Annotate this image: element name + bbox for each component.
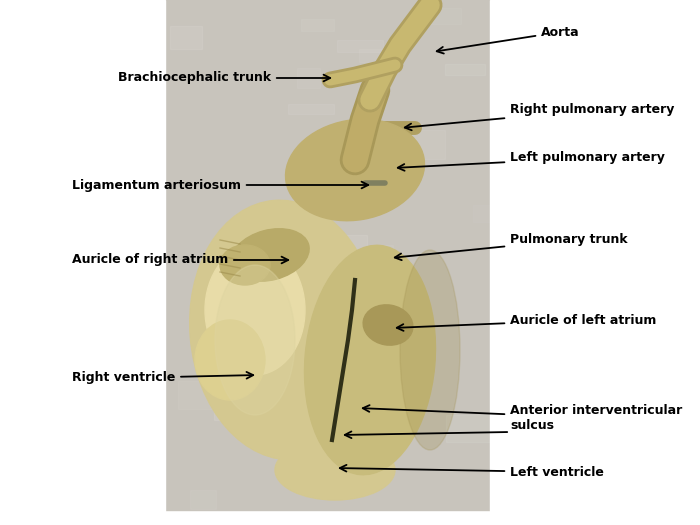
Ellipse shape (363, 305, 413, 345)
Ellipse shape (275, 440, 395, 500)
Ellipse shape (304, 245, 435, 475)
Ellipse shape (215, 265, 295, 415)
Bar (171, 495, 205, 514)
Bar (258, 131, 318, 149)
Text: Brachiocephalic trunk: Brachiocephalic trunk (118, 71, 330, 85)
Ellipse shape (286, 119, 424, 220)
Bar (212, 416, 264, 436)
Bar (444, 404, 485, 415)
Bar (176, 266, 231, 287)
Bar (187, 257, 229, 269)
Text: Left pulmonary artery: Left pulmonary artery (398, 152, 665, 171)
Text: Left ventricle: Left ventricle (340, 465, 604, 478)
Bar (169, 265, 225, 286)
Ellipse shape (220, 245, 270, 285)
Text: Ligamentum arteriosum: Ligamentum arteriosum (72, 178, 368, 192)
Bar (375, 221, 414, 239)
Ellipse shape (400, 250, 460, 450)
Bar (308, 447, 356, 459)
Text: Pulmonary trunk: Pulmonary trunk (395, 234, 628, 260)
Bar (463, 317, 508, 337)
Ellipse shape (205, 245, 305, 375)
Bar (334, 332, 364, 361)
Bar (391, 113, 422, 127)
Ellipse shape (195, 320, 265, 400)
Bar (490, 0, 700, 525)
Bar (155, 0, 495, 510)
Bar (403, 100, 427, 117)
Text: Auricle of right atrium: Auricle of right atrium (72, 254, 288, 267)
Text: Right ventricle: Right ventricle (72, 372, 253, 384)
Text: Auricle of left atrium: Auricle of left atrium (397, 313, 657, 331)
Bar (435, 78, 492, 107)
Text: Right pulmonary artery: Right pulmonary artery (405, 103, 674, 130)
Bar (193, 26, 216, 55)
Text: Aorta: Aorta (437, 26, 580, 54)
Bar (192, 26, 219, 37)
Bar (234, 423, 289, 449)
Bar (189, 324, 215, 345)
Bar (405, 445, 441, 465)
Bar (0, 0, 165, 525)
Bar (347, 127, 404, 150)
Text: Anterior interventricular
sulcus: Anterior interventricular sulcus (363, 404, 682, 432)
Ellipse shape (190, 200, 380, 460)
Ellipse shape (231, 229, 309, 281)
